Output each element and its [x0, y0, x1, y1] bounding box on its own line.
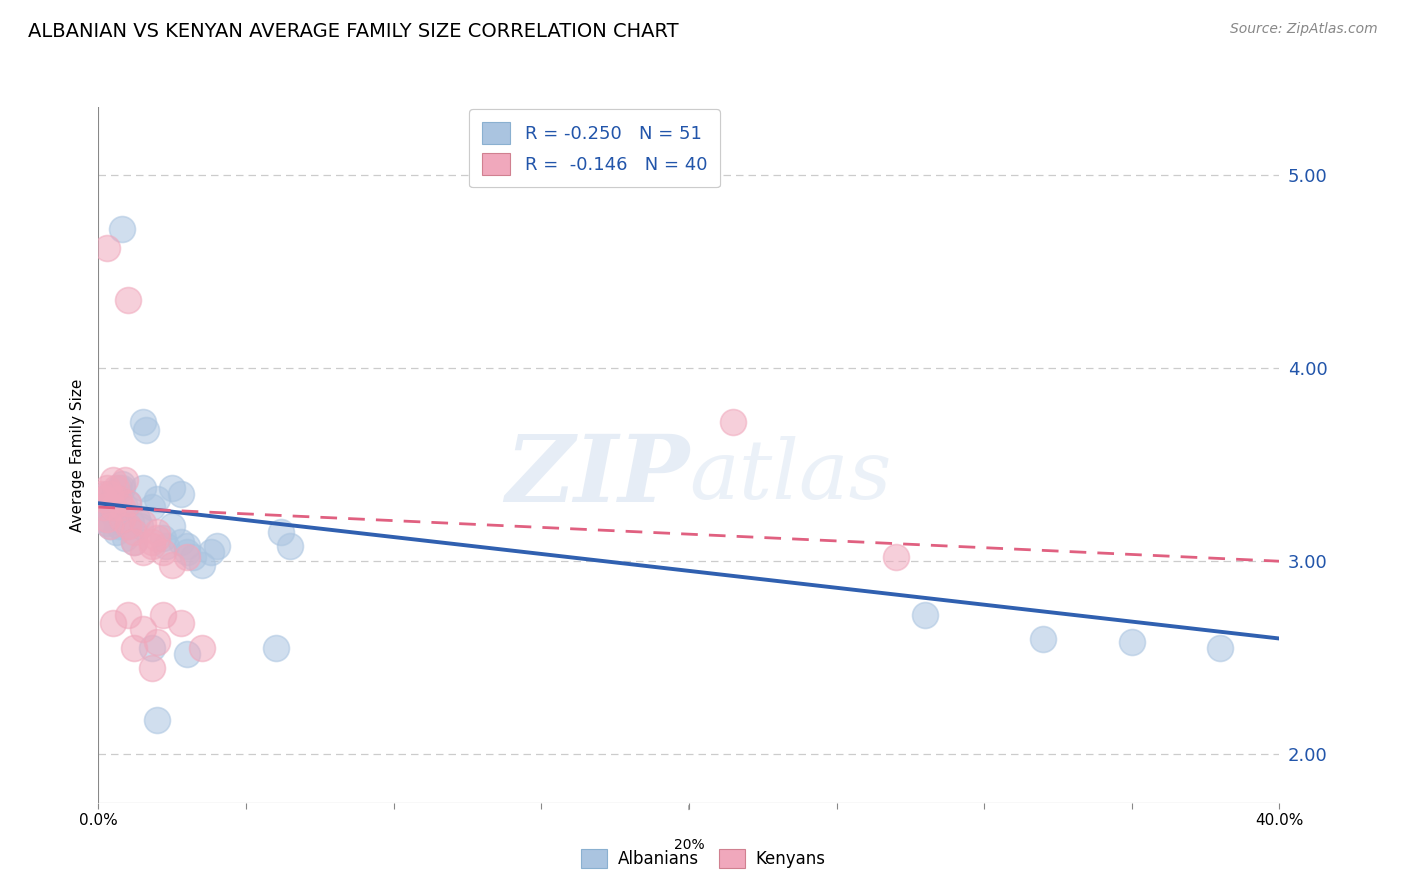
Point: [122, 534, 145, 549]
Point: [108, 519, 131, 533]
Point: [96, 486, 118, 500]
Point: [111, 511, 134, 525]
Point: [128, 519, 150, 533]
Point: [146, 635, 169, 649]
Point: [98, 496, 121, 510]
Point: [108, 481, 131, 495]
Point: [146, 531, 169, 545]
Point: [141, 534, 163, 549]
Point: [114, 473, 136, 487]
Text: atlas: atlas: [689, 436, 891, 516]
Legend: Albanians, Kenyans: Albanians, Kenyans: [574, 842, 832, 875]
Point: [132, 516, 155, 530]
Point: [914, 608, 936, 623]
Point: [1121, 635, 1143, 649]
Point: [103, 615, 125, 630]
Text: Source: ZipAtlas.com: Source: ZipAtlas.com: [1230, 22, 1378, 37]
Point: [155, 539, 177, 553]
Point: [90, 486, 112, 500]
Point: [191, 641, 214, 656]
Point: [181, 550, 204, 565]
Point: [125, 511, 148, 525]
Point: [122, 525, 145, 540]
Point: [117, 496, 139, 510]
Point: [141, 641, 163, 656]
Point: [278, 539, 302, 553]
Point: [132, 622, 155, 636]
Point: [111, 481, 134, 495]
Point: [103, 492, 125, 507]
Point: [1032, 632, 1054, 646]
Point: [141, 539, 163, 553]
Point: [117, 293, 139, 308]
Point: [152, 608, 174, 623]
Point: [176, 647, 198, 661]
Point: [103, 500, 125, 514]
Point: [264, 641, 287, 656]
Point: [141, 500, 163, 514]
Point: [114, 531, 136, 545]
Point: [200, 544, 222, 558]
Point: [146, 525, 169, 540]
Point: [105, 481, 128, 495]
Point: [170, 534, 193, 549]
Point: [90, 496, 112, 510]
Point: [105, 525, 128, 540]
Point: [98, 486, 121, 500]
Point: [162, 558, 183, 573]
Point: [270, 525, 292, 540]
Point: [191, 558, 214, 573]
Text: 20%: 20%: [673, 838, 704, 852]
Point: [1209, 641, 1232, 656]
Point: [96, 481, 118, 495]
Point: [884, 550, 907, 565]
Point: [96, 516, 118, 530]
Point: [111, 222, 134, 236]
Point: [117, 519, 139, 533]
Point: [103, 506, 125, 520]
Point: [146, 492, 169, 507]
Point: [93, 500, 115, 514]
Point: [98, 519, 121, 533]
Y-axis label: Average Family Size: Average Family Size: [69, 378, 84, 532]
Point: [176, 544, 198, 558]
Point: [152, 544, 174, 558]
Point: [117, 519, 139, 533]
Point: [205, 539, 228, 553]
Point: [96, 241, 118, 255]
Text: ALBANIAN VS KENYAN AVERAGE FAMILY SIZE CORRELATION CHART: ALBANIAN VS KENYAN AVERAGE FAMILY SIZE C…: [28, 22, 679, 41]
Point: [170, 615, 193, 630]
Point: [162, 481, 183, 495]
Point: [93, 511, 115, 525]
Point: [146, 713, 169, 727]
Point: [162, 519, 183, 533]
Point: [170, 486, 193, 500]
Point: [103, 473, 125, 487]
Point: [152, 531, 174, 545]
Point: [723, 415, 745, 429]
Text: ZIP: ZIP: [505, 431, 689, 521]
Point: [176, 539, 198, 553]
Point: [176, 550, 198, 565]
Point: [117, 496, 139, 510]
Point: [132, 415, 155, 429]
Point: [122, 641, 145, 656]
Point: [117, 608, 139, 623]
Point: [98, 519, 121, 533]
Legend: R = -0.250   N = 51, R =  -0.146   N = 40: R = -0.250 N = 51, R = -0.146 N = 40: [470, 109, 720, 187]
Point: [105, 511, 128, 525]
Point: [108, 492, 131, 507]
Point: [111, 476, 134, 491]
Point: [111, 500, 134, 514]
Point: [93, 492, 115, 507]
Point: [114, 500, 136, 514]
Point: [132, 481, 155, 495]
Point: [135, 423, 157, 437]
Point: [96, 511, 118, 525]
Point: [132, 544, 155, 558]
Point: [122, 534, 145, 549]
Point: [141, 660, 163, 674]
Point: [120, 516, 142, 530]
Point: [93, 500, 115, 514]
